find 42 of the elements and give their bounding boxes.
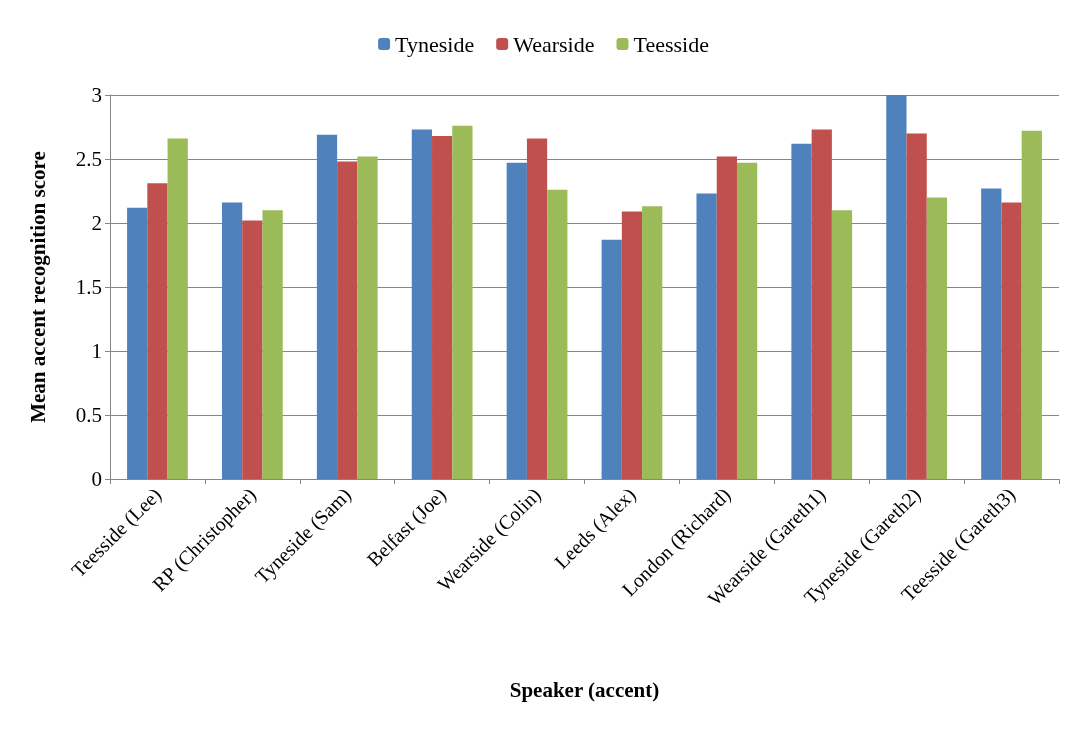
y-tick-label: 3 xyxy=(91,83,102,107)
bar xyxy=(506,162,527,479)
bar xyxy=(452,125,473,479)
bar xyxy=(1001,202,1022,479)
bar xyxy=(242,220,263,479)
bar xyxy=(221,202,243,479)
legend-label: Teesside xyxy=(633,31,709,57)
y-tick-label: 2.5 xyxy=(75,147,102,171)
bar xyxy=(696,193,717,479)
y-tick-label: 1.5 xyxy=(75,275,102,299)
bar xyxy=(262,210,283,479)
bar xyxy=(547,189,568,479)
y-axis-title: Mean accent recognition score xyxy=(25,151,50,423)
bar xyxy=(736,162,758,479)
bar xyxy=(411,129,433,479)
bar xyxy=(526,138,548,479)
bar xyxy=(906,133,927,479)
bar xyxy=(1021,130,1042,479)
bar xyxy=(127,207,148,479)
bar xyxy=(886,95,907,479)
y-tick-label: 1 xyxy=(91,339,102,363)
bar xyxy=(147,183,168,479)
bar xyxy=(432,135,453,479)
legend-label: Tyneside xyxy=(395,31,475,57)
y-tick-label: 0.5 xyxy=(75,403,102,427)
legend-label: Wearside xyxy=(513,31,595,57)
x-axis-title: Speaker (accent) xyxy=(509,677,660,702)
bar xyxy=(642,206,663,479)
bar xyxy=(601,239,622,479)
bar xyxy=(811,129,832,479)
bar xyxy=(716,156,737,479)
bar xyxy=(621,211,643,479)
bar xyxy=(316,134,338,479)
bar xyxy=(167,138,188,479)
y-tick-label: 0 xyxy=(91,467,102,491)
bar xyxy=(357,156,378,479)
bar xyxy=(791,143,812,479)
bar xyxy=(831,210,853,479)
y-tick-label: 2 xyxy=(91,211,102,235)
bar xyxy=(981,188,1002,479)
bar xyxy=(926,197,948,479)
bar xyxy=(337,161,358,479)
